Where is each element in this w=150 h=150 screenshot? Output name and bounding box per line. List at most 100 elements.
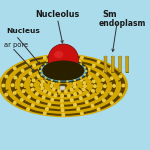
Circle shape bbox=[87, 68, 90, 71]
Circle shape bbox=[76, 65, 79, 68]
Ellipse shape bbox=[104, 72, 107, 73]
Circle shape bbox=[97, 108, 100, 111]
Ellipse shape bbox=[50, 79, 77, 92]
Ellipse shape bbox=[42, 60, 84, 80]
Circle shape bbox=[95, 96, 98, 99]
Circle shape bbox=[80, 77, 82, 79]
Circle shape bbox=[103, 70, 106, 73]
Ellipse shape bbox=[40, 60, 86, 82]
Circle shape bbox=[41, 87, 44, 90]
Circle shape bbox=[74, 61, 76, 63]
Ellipse shape bbox=[53, 81, 73, 90]
Circle shape bbox=[63, 69, 66, 72]
Circle shape bbox=[92, 90, 94, 92]
Circle shape bbox=[91, 104, 94, 107]
Ellipse shape bbox=[78, 87, 81, 90]
Ellipse shape bbox=[1, 55, 125, 116]
Circle shape bbox=[27, 108, 29, 111]
Circle shape bbox=[62, 114, 65, 116]
Ellipse shape bbox=[15, 62, 112, 109]
Ellipse shape bbox=[38, 80, 40, 82]
Circle shape bbox=[52, 81, 54, 84]
Circle shape bbox=[81, 56, 83, 59]
Circle shape bbox=[63, 60, 65, 62]
Circle shape bbox=[27, 60, 29, 63]
Circle shape bbox=[85, 70, 87, 72]
Circle shape bbox=[42, 96, 45, 99]
Circle shape bbox=[51, 61, 53, 63]
Circle shape bbox=[74, 93, 76, 96]
Ellipse shape bbox=[45, 81, 48, 84]
FancyBboxPatch shape bbox=[126, 56, 129, 72]
Ellipse shape bbox=[52, 98, 54, 102]
Circle shape bbox=[48, 92, 51, 95]
Circle shape bbox=[51, 79, 53, 81]
Circle shape bbox=[2, 84, 5, 87]
Ellipse shape bbox=[55, 93, 57, 97]
Circle shape bbox=[80, 97, 82, 99]
Ellipse shape bbox=[108, 93, 111, 96]
Ellipse shape bbox=[30, 78, 33, 81]
Circle shape bbox=[30, 84, 33, 86]
Ellipse shape bbox=[118, 72, 122, 73]
Circle shape bbox=[84, 85, 86, 87]
Circle shape bbox=[61, 99, 63, 102]
Circle shape bbox=[32, 79, 35, 82]
Ellipse shape bbox=[14, 89, 17, 91]
Ellipse shape bbox=[70, 74, 71, 78]
Circle shape bbox=[81, 112, 83, 115]
Circle shape bbox=[32, 104, 34, 107]
Circle shape bbox=[39, 68, 41, 70]
Circle shape bbox=[63, 78, 65, 81]
Ellipse shape bbox=[126, 56, 129, 57]
Circle shape bbox=[96, 73, 99, 75]
Ellipse shape bbox=[118, 80, 122, 82]
Circle shape bbox=[42, 80, 44, 83]
Ellipse shape bbox=[104, 56, 107, 57]
Circle shape bbox=[54, 70, 56, 72]
Circle shape bbox=[28, 96, 30, 98]
Circle shape bbox=[37, 75, 40, 78]
Ellipse shape bbox=[5, 90, 9, 91]
Circle shape bbox=[62, 55, 65, 58]
Circle shape bbox=[21, 69, 24, 72]
Circle shape bbox=[80, 79, 83, 81]
Circle shape bbox=[78, 61, 81, 63]
Ellipse shape bbox=[59, 89, 60, 92]
Ellipse shape bbox=[68, 77, 69, 80]
Circle shape bbox=[45, 78, 48, 80]
Ellipse shape bbox=[20, 64, 107, 107]
Circle shape bbox=[50, 65, 53, 68]
Circle shape bbox=[32, 88, 34, 91]
Circle shape bbox=[97, 60, 100, 63]
Circle shape bbox=[56, 79, 59, 82]
Text: endoplasm: endoplasm bbox=[99, 19, 146, 28]
Circle shape bbox=[119, 93, 122, 96]
Circle shape bbox=[33, 64, 35, 67]
Circle shape bbox=[63, 74, 66, 76]
Circle shape bbox=[82, 88, 85, 91]
Ellipse shape bbox=[30, 69, 97, 102]
Circle shape bbox=[44, 112, 46, 115]
Circle shape bbox=[79, 91, 81, 93]
Circle shape bbox=[94, 85, 96, 87]
Circle shape bbox=[48, 103, 51, 106]
Ellipse shape bbox=[22, 88, 26, 90]
Ellipse shape bbox=[5, 57, 121, 114]
Ellipse shape bbox=[73, 70, 74, 73]
Ellipse shape bbox=[57, 91, 58, 94]
Circle shape bbox=[74, 79, 76, 81]
Circle shape bbox=[14, 67, 16, 70]
Ellipse shape bbox=[54, 51, 63, 58]
Circle shape bbox=[37, 100, 39, 103]
Circle shape bbox=[83, 82, 86, 84]
Ellipse shape bbox=[111, 72, 114, 73]
Ellipse shape bbox=[16, 75, 19, 78]
Circle shape bbox=[51, 98, 54, 101]
Circle shape bbox=[111, 102, 113, 104]
FancyBboxPatch shape bbox=[118, 56, 122, 72]
Circle shape bbox=[110, 92, 113, 95]
Text: Nucleolus: Nucleolus bbox=[35, 11, 80, 20]
Ellipse shape bbox=[23, 76, 26, 79]
FancyBboxPatch shape bbox=[104, 56, 107, 72]
